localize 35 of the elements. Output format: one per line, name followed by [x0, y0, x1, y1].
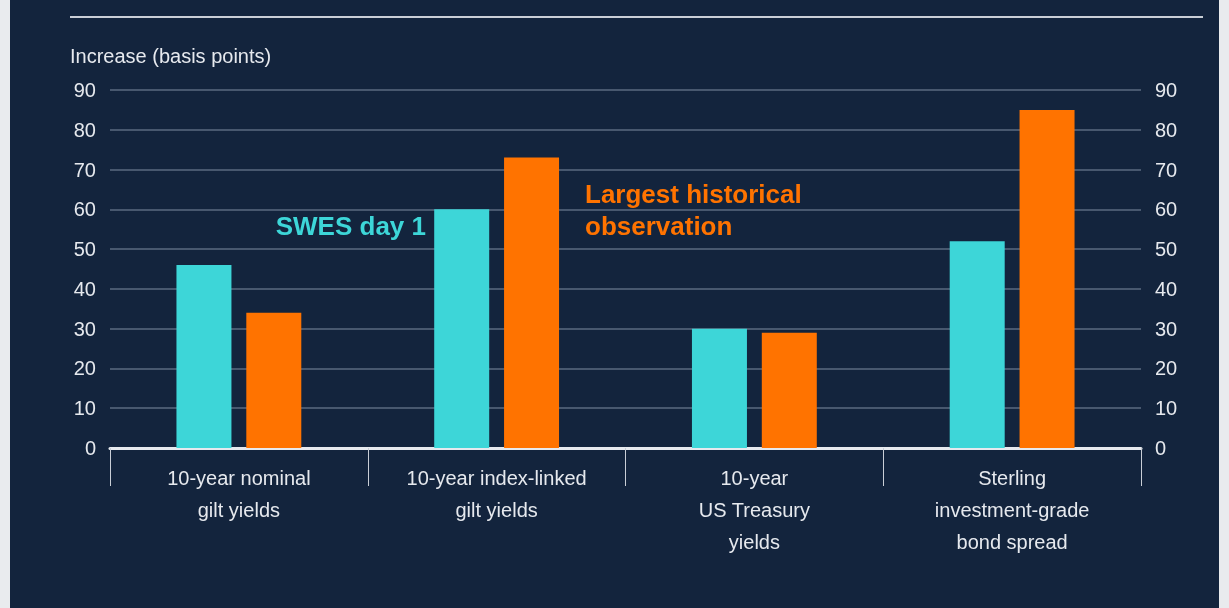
- series-label: Largest historical observation: [585, 179, 802, 241]
- y-tick-label: 60: [73, 198, 96, 221]
- bar: [246, 312, 302, 448]
- y-axis-title: Increase (basis points): [70, 45, 272, 67]
- bar: [504, 157, 560, 448]
- y-tick-label: 20: [73, 357, 96, 380]
- x-tick-label: 10-year US Treasury yields: [698, 467, 810, 553]
- y-tick-label: 10: [73, 397, 96, 420]
- bar: [434, 209, 490, 448]
- y-tick-label: 30: [73, 317, 96, 340]
- y2-tick-label: 90: [1155, 79, 1178, 101]
- y2-tick-label: 80: [1155, 118, 1178, 141]
- y-tick-label: 40: [73, 277, 96, 300]
- y2-tick-label: 70: [1155, 158, 1178, 181]
- x-tick-label: 10-year nominal gilt yields: [167, 467, 311, 521]
- bar: [691, 328, 747, 448]
- y-tick-label: 90: [73, 79, 96, 101]
- y-tick-label: 50: [73, 238, 96, 261]
- bar: [1019, 109, 1075, 448]
- y2-tick-label: 40: [1155, 277, 1178, 300]
- x-tick-label: 10-year index-linked gilt yields: [406, 467, 587, 521]
- y-tick-label: 0: [84, 437, 96, 459]
- x-tick-label: Sterling investment-grade bond spread: [934, 467, 1090, 553]
- y2-tick-label: 50: [1155, 238, 1178, 261]
- y2-tick-label: 60: [1155, 198, 1178, 221]
- y-tick-label: 80: [73, 118, 96, 141]
- bar: [949, 241, 1005, 448]
- bar: [176, 265, 232, 448]
- y2-tick-label: 10: [1155, 397, 1178, 420]
- y2-tick-label: 0: [1155, 437, 1167, 459]
- series-label: SWES day 1: [275, 211, 426, 241]
- bar: [761, 332, 817, 448]
- y-tick-label: 70: [73, 158, 96, 181]
- y2-tick-label: 20: [1155, 357, 1178, 380]
- y2-tick-label: 30: [1155, 317, 1178, 340]
